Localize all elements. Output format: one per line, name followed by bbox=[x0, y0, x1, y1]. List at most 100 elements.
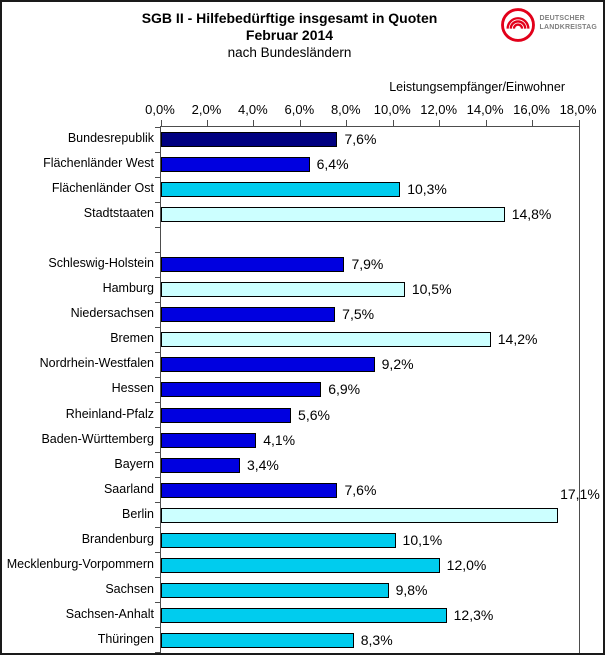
bar-value-label: 9,8% bbox=[395, 581, 428, 598]
x-tick-mark bbox=[578, 120, 580, 126]
bar-th-ringen bbox=[161, 632, 354, 648]
category-label: Bundesrepublik bbox=[67, 131, 154, 145]
bar-bundesrepublik bbox=[161, 132, 338, 148]
bar-value-label: 3,4% bbox=[246, 456, 279, 473]
x-tick-label: 16,0% bbox=[513, 102, 550, 117]
bar-niedersachsen bbox=[161, 307, 336, 323]
bar-row: 7,5% bbox=[161, 302, 579, 327]
category-label: Niedersachsen bbox=[70, 306, 154, 321]
chart-header: SGB II - Hilfebedürftige insgesamt in Qu… bbox=[2, 10, 577, 61]
bar-value-label: 10,3% bbox=[407, 181, 447, 198]
category-label: Brandenburg bbox=[81, 531, 154, 546]
y-tick-mark bbox=[155, 577, 160, 579]
y-tick-mark bbox=[155, 602, 160, 604]
x-tick-mark bbox=[439, 120, 441, 126]
y-tick-mark bbox=[155, 452, 160, 454]
chart-subtitle-date: Februar 2014 bbox=[245, 27, 334, 43]
bar-fl-chenl-nder-west bbox=[161, 157, 310, 173]
bar-row: 7,6% bbox=[161, 127, 579, 152]
x-tick-label: 12,0% bbox=[420, 102, 458, 117]
y-tick-mark bbox=[155, 552, 160, 554]
y-tick-mark bbox=[155, 376, 160, 378]
bar-value-label: 7,5% bbox=[342, 306, 375, 323]
y-tick-mark bbox=[155, 301, 160, 303]
category-label: Mecklenburg-Vorpommern bbox=[6, 556, 154, 571]
chart-title: SGB II - Hilfebedürftige insgesamt in Qu… bbox=[141, 10, 438, 26]
bar-row: 10,1% bbox=[161, 528, 579, 553]
x-tick-mark bbox=[206, 120, 208, 126]
bar-schleswig-holstein bbox=[161, 257, 345, 273]
x-tick-label: 6,0% bbox=[284, 102, 315, 117]
bar-bremen bbox=[161, 332, 491, 348]
category-axis-labels: Bundesrepublik Flächenländer West Flächenl… bbox=[2, 126, 154, 652]
bar-row: 9,2% bbox=[161, 352, 579, 377]
category-label: Nordrhein-Westfalen bbox=[39, 356, 154, 371]
category-label: Bayern bbox=[114, 456, 154, 471]
bar-row: 10,3% bbox=[161, 177, 579, 202]
chart-subtitle-scope: nach Bundesländern bbox=[227, 45, 352, 60]
x-tick-label: 14,0% bbox=[466, 102, 504, 117]
bar-value-label: 12,3% bbox=[453, 606, 494, 623]
plot-area: 7,6% 6,4% 10,3% 14,8% 7,9% 10,5% 7,5% 14,2% 9,2%… bbox=[155, 120, 600, 653]
bar-row: 10,5% bbox=[161, 277, 579, 302]
y-tick-mark bbox=[155, 502, 160, 504]
category-label: Thüringen bbox=[97, 631, 154, 646]
x-tick-mark bbox=[392, 120, 394, 126]
x-tick-mark bbox=[532, 120, 534, 126]
landkreistag-arcs-icon bbox=[500, 7, 536, 48]
category-label: Sachsen bbox=[105, 581, 154, 596]
logo-line1: DEUTSCHER bbox=[539, 15, 585, 22]
bar-mecklenburg-vorpommern bbox=[161, 557, 440, 573]
category-label: Flächenländer Ost bbox=[51, 181, 154, 196]
bar-value-label: 14,2% bbox=[497, 331, 538, 348]
y-tick-mark bbox=[155, 151, 160, 153]
bar-baden-w-rttemberg bbox=[161, 432, 257, 448]
bar-value-label: 9,2% bbox=[381, 356, 414, 373]
bar-value-label: 4,1% bbox=[263, 431, 296, 448]
bar-saarland bbox=[161, 482, 338, 498]
category-label: Stadtstaaten bbox=[83, 206, 154, 221]
x-tick-label: 10,0% bbox=[373, 102, 411, 117]
category-label: Hessen bbox=[111, 381, 154, 396]
x-tick-label: 2,0% bbox=[191, 102, 222, 117]
bar-value-label: 17,1% bbox=[560, 485, 600, 502]
bar-rheinland-pfalz bbox=[161, 407, 292, 423]
category-label: Bremen bbox=[110, 331, 154, 346]
bar-row: 5,6% bbox=[161, 403, 579, 428]
x-tick-mark bbox=[160, 120, 162, 126]
bar-value-label: 7,6% bbox=[344, 481, 377, 498]
category-label: Hamburg bbox=[102, 281, 154, 296]
bar-row: 17,1% bbox=[161, 486, 600, 528]
bar-value-label: 6,9% bbox=[328, 381, 361, 398]
bar-row: 4,1% bbox=[161, 428, 579, 453]
bar-row: 14,8% bbox=[161, 202, 579, 227]
y-tick-mark bbox=[155, 651, 160, 653]
x-tick-mark bbox=[253, 120, 255, 126]
bar-row: 8,3% bbox=[161, 628, 579, 653]
bar-row: 12,3% bbox=[161, 603, 579, 628]
bar-row: 3,4% bbox=[161, 453, 579, 478]
bar-row: 6,9% bbox=[161, 377, 579, 402]
y-tick-mark bbox=[155, 351, 160, 353]
y-tick-mark bbox=[155, 527, 160, 529]
bar-brandenburg bbox=[161, 532, 396, 548]
bar-nordrhein-westfalen bbox=[161, 357, 375, 373]
bar-value-label: 10,5% bbox=[411, 281, 452, 298]
y-tick-mark bbox=[155, 176, 160, 178]
y-tick-mark bbox=[155, 427, 160, 429]
x-tick-label: 8,0% bbox=[330, 102, 361, 117]
bar-row: 7,9% bbox=[161, 252, 579, 277]
x-tick-mark bbox=[485, 120, 487, 126]
category-label: Baden-Württemberg bbox=[41, 431, 154, 446]
bar-value-label: 5,6% bbox=[298, 406, 330, 423]
x-tick-mark bbox=[299, 120, 301, 126]
bar-row: 9,8% bbox=[161, 578, 579, 603]
category-label: Berlin bbox=[122, 506, 154, 521]
bar-berlin bbox=[161, 507, 559, 523]
y-tick-mark bbox=[155, 226, 160, 228]
y-tick-mark bbox=[155, 276, 160, 278]
bar-row: 12,0% bbox=[161, 553, 579, 578]
bar-bayern bbox=[161, 457, 240, 473]
logo-line2: LANDKREISTAG bbox=[539, 24, 597, 31]
